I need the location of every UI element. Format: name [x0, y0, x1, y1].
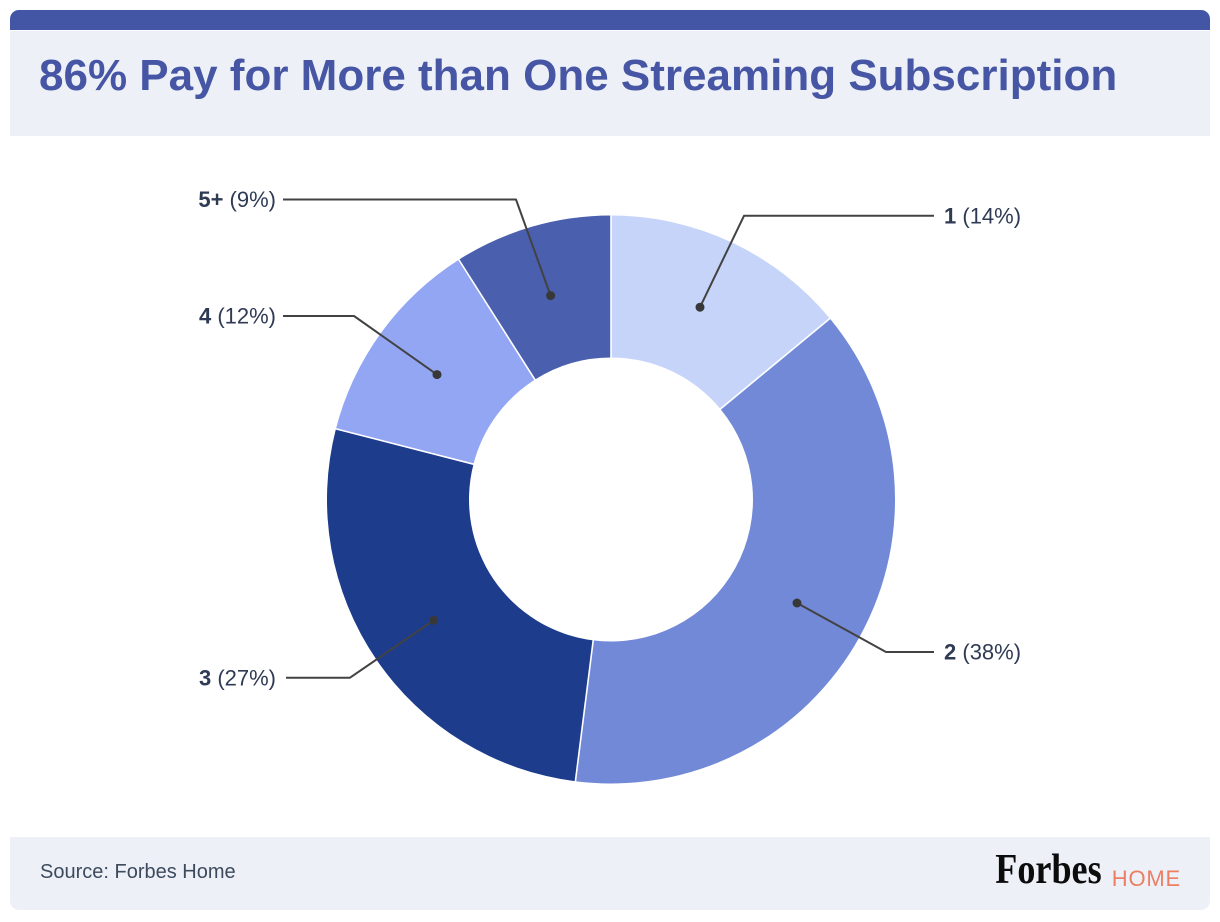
svg-text:1 (14%): 1 (14%) [944, 203, 1021, 228]
svg-text:2 (38%): 2 (38%) [944, 640, 1021, 665]
svg-text:4 (12%): 4 (12%) [199, 304, 276, 329]
svg-text:3 (27%): 3 (27%) [199, 665, 276, 690]
svg-text:5+ (9%): 5+ (9%) [198, 187, 276, 212]
